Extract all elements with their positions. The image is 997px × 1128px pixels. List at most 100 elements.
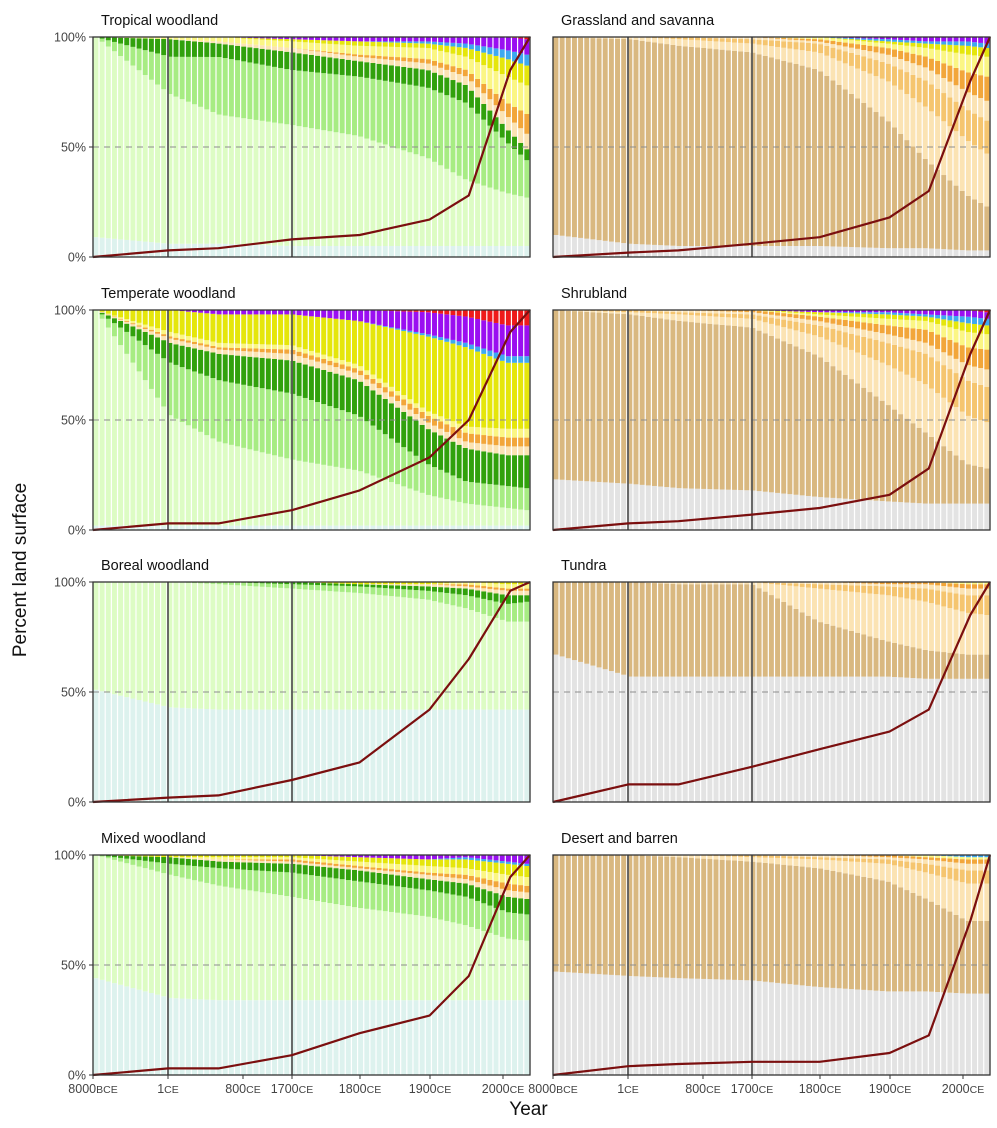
bar-segment-mid [695,855,701,859]
bar-segment-base [173,525,179,530]
bar-segment-cropland_light [953,328,959,343]
bar-segment-light [608,582,614,672]
bar-segment-light [124,353,130,526]
bar-segment-cropland [419,859,425,866]
bar-segment-rangeland [855,44,861,49]
bar-segment-cropland [370,41,376,47]
bar-segment-rangeland [401,57,407,62]
bar-segment-base [633,484,639,530]
bar-segment-rangeland_light [836,324,842,331]
bar-segment-cropland [388,42,394,47]
bar-segment-cropland_light [928,322,934,332]
bar-segment-village [284,310,290,315]
bar-segment-base [136,241,142,257]
bar-segment-dark [799,322,805,333]
bar-segment-light [707,859,713,980]
bar-segment-cropland_light [432,413,437,419]
bar-segment-light [241,118,247,245]
bar-segment-dark [935,361,941,394]
bar-segment-light [553,37,559,235]
bar-segment-base [370,246,376,257]
bar-segment-mid [130,859,136,865]
bar-segment-rangeland_light [493,887,499,894]
bar-segment-rangeland_light [762,37,768,41]
bar-segment-light [873,638,879,677]
bar-segment-rangeland_light [204,40,210,43]
bar-segment-cropland [241,314,247,344]
bar-segment-cropland_light [468,59,474,74]
bar-segment-light [941,446,947,504]
bar-segment-light [216,114,222,244]
bar-segment-village [450,855,456,858]
bar-segment-cropland_light [216,857,222,860]
bar-segment-mid [805,859,811,868]
bar-segment-dark [670,311,676,315]
bar-segment-rangeland [462,432,468,442]
bar-segment-rangeland_light [247,44,253,48]
bar-segment-rangeland_light [290,354,296,361]
bar-segment-mid [333,408,339,467]
bar-segment-dark [873,60,879,77]
bar-segment-rangeland_light [953,358,959,374]
bar-segment-rangeland [524,437,530,447]
bar-segment-mid [738,856,744,861]
bar-segment-rangeland_light [824,582,830,585]
bar-segment-dark [916,862,922,871]
bar-segment-rangeland_light [916,341,922,352]
bar-segment-light [444,168,450,246]
bar-segment-dark [848,858,854,862]
bar-segment-cropland [191,855,197,858]
bar-segment-village [462,855,468,858]
bar-segment-village [481,855,487,860]
bar-segment-base [296,525,302,530]
bar-segment-cropland_light [370,862,376,868]
bar-segment-base [682,676,688,802]
bar-segment-light [885,405,891,502]
bar-segment-dark [155,38,161,54]
bar-segment-rangeland_light [947,81,953,98]
bar-segment-light [376,142,382,246]
bar-segment-mid [719,582,725,585]
bar-segment-cropland_light [805,313,811,316]
bar-segment-mid [499,910,505,937]
bar-segment-dark [191,859,197,866]
bar-segment-dark [345,869,351,881]
bar-segment-base [401,709,407,802]
bar-segment-dark [707,37,713,42]
bar-segment-cropland [848,313,854,317]
bar-segment-base [744,980,750,1075]
bar-segment-mid [198,866,204,882]
bar-segment-cropland_light [185,857,191,859]
bar-segment-mid [124,331,130,354]
bar-segment-light [93,37,99,238]
bar-segment-village [370,37,376,42]
bar-segment-base [922,991,928,1075]
bar-segment-light [438,165,444,246]
bar-segment-irrigated [836,37,842,39]
bar-segment-dark [505,896,511,913]
population-line [92,36,531,259]
bar-segment-rangeland [419,411,425,419]
bar-segment-rangeland_light [339,54,345,60]
bar-segment-cropland_light [450,421,456,428]
bar-segment-cropland_light [904,45,910,53]
bar-segment-dark [278,582,284,584]
bar-segment-dark [768,40,774,47]
bar-segment-dark [401,411,407,448]
bar-segment-village [271,37,277,39]
bar-segment-rangeland [892,326,897,336]
bar-segment-base [824,676,830,802]
bar-segment-cropland_light [468,582,474,585]
bar-segment-irrigated [885,39,891,42]
bar-segment-dark [493,453,499,485]
bar-segment-light [413,598,419,710]
bar-segment-light [559,310,565,480]
bar-segment-irrigated [910,40,916,43]
bar-segment-base [621,674,627,802]
bar-segment-mid [922,872,928,899]
bar-segment-cropland [959,322,965,331]
bar-segment-cropland [499,863,505,874]
bar-segment-village [505,325,511,357]
bar-segment-rangeland_light [259,352,265,358]
bar-segment-base [468,1000,474,1075]
